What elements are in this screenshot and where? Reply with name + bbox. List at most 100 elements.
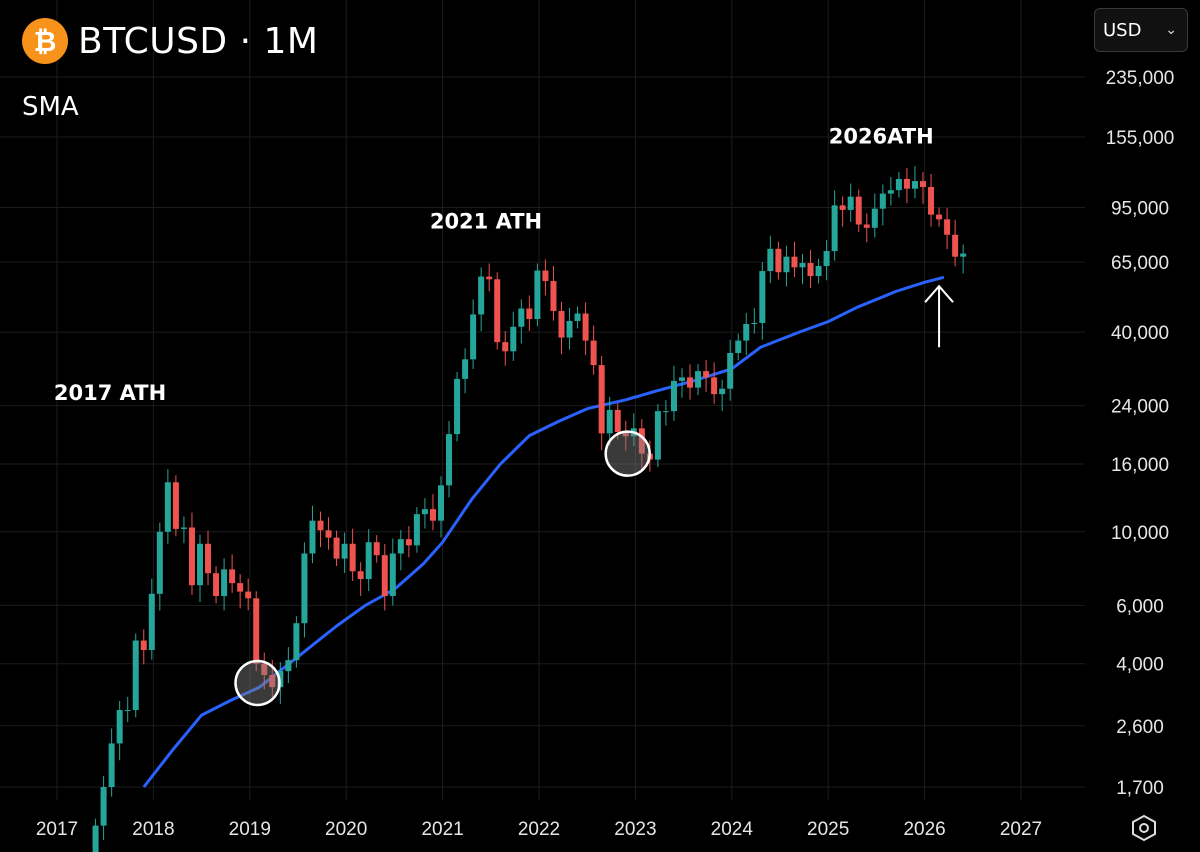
candle-body bbox=[261, 663, 268, 675]
time-tick-label: 2024 bbox=[711, 819, 754, 840]
candle-body bbox=[919, 181, 926, 188]
candle bbox=[823, 239, 830, 281]
candle bbox=[727, 339, 734, 401]
time-tick-label: 2021 bbox=[421, 819, 463, 840]
candle bbox=[140, 629, 147, 665]
candle-body bbox=[574, 313, 581, 321]
candle bbox=[124, 696, 131, 723]
candle-body bbox=[100, 787, 107, 826]
price-tick-label: 6,000 bbox=[1116, 596, 1164, 617]
candle-body bbox=[895, 178, 902, 191]
time-axis[interactable]: 2017 2018 2019 2020 2021 2022 2023 2024 2025 2026… bbox=[36, 819, 1042, 840]
candle bbox=[799, 253, 806, 285]
candle bbox=[518, 299, 525, 344]
candle bbox=[783, 245, 790, 287]
candle bbox=[606, 396, 613, 446]
candle bbox=[357, 562, 364, 596]
candle bbox=[670, 365, 677, 421]
candle bbox=[156, 522, 163, 611]
candle bbox=[703, 360, 710, 392]
candle-body bbox=[221, 569, 228, 597]
candle bbox=[871, 193, 878, 238]
indicator-label[interactable]: SMA bbox=[22, 92, 79, 122]
candle bbox=[919, 172, 926, 204]
candle bbox=[100, 775, 107, 841]
candle bbox=[759, 261, 766, 340]
candle bbox=[550, 266, 557, 321]
candle-body bbox=[285, 660, 292, 672]
candle-body bbox=[510, 326, 517, 352]
candle-body bbox=[405, 539, 412, 546]
gear-hex-icon[interactable] bbox=[1128, 812, 1160, 844]
circle-marker bbox=[234, 659, 281, 707]
candle-body bbox=[502, 342, 509, 352]
candle-body bbox=[952, 234, 959, 257]
candle bbox=[341, 532, 348, 573]
candle bbox=[903, 167, 910, 204]
candle bbox=[775, 241, 782, 280]
candle bbox=[735, 333, 742, 361]
candle bbox=[293, 616, 300, 668]
candle-body bbox=[357, 571, 364, 580]
candle-body bbox=[960, 253, 967, 257]
candle-body bbox=[301, 553, 308, 624]
chart-grid bbox=[0, 0, 1085, 800]
candle-body bbox=[526, 308, 533, 319]
time-tick-label: 2019 bbox=[229, 819, 271, 840]
candle-body bbox=[839, 205, 846, 210]
candle bbox=[807, 249, 814, 289]
candle bbox=[478, 267, 485, 332]
candle-body bbox=[743, 324, 750, 341]
candle-body bbox=[566, 320, 573, 338]
candle-body bbox=[156, 531, 163, 594]
candle bbox=[911, 166, 918, 199]
candle bbox=[719, 379, 726, 411]
candle-body bbox=[670, 380, 677, 412]
candle bbox=[598, 356, 605, 451]
candle-body bbox=[879, 193, 886, 209]
price-tick-label: 16,000 bbox=[1111, 455, 1169, 476]
candle bbox=[678, 368, 685, 398]
candle-body bbox=[534, 270, 541, 319]
candle-body bbox=[590, 340, 597, 366]
candle-body bbox=[478, 276, 485, 315]
price-axis[interactable]: 235,000 155,000 95,000 65,000 40,000 24,000 16… bbox=[1106, 68, 1175, 799]
candle bbox=[542, 259, 549, 296]
candle bbox=[590, 325, 597, 375]
candle bbox=[622, 420, 629, 451]
candle bbox=[132, 633, 139, 718]
ath-annotation: 2026ATH bbox=[829, 125, 934, 149]
candle bbox=[317, 511, 324, 548]
candle-body bbox=[703, 371, 710, 378]
candle bbox=[638, 419, 645, 471]
candle-body bbox=[317, 520, 324, 531]
candle bbox=[389, 538, 396, 606]
time-tick-label: 2022 bbox=[518, 819, 560, 840]
candle bbox=[245, 578, 252, 611]
candle bbox=[108, 728, 115, 797]
candle-body bbox=[365, 542, 372, 580]
candle bbox=[381, 544, 388, 611]
candle bbox=[831, 190, 838, 261]
candle bbox=[936, 207, 943, 227]
currency-select[interactable]: USD ⌄ bbox=[1094, 8, 1188, 52]
candle bbox=[494, 272, 501, 350]
circle-marker bbox=[604, 430, 651, 477]
candle bbox=[863, 213, 870, 243]
candle-body bbox=[622, 431, 629, 437]
candle-body bbox=[205, 543, 212, 574]
candle bbox=[333, 530, 340, 566]
candle bbox=[437, 476, 444, 538]
candle-body bbox=[751, 322, 758, 325]
candle bbox=[309, 505, 316, 564]
candle-body bbox=[349, 543, 356, 572]
time-tick-label: 2018 bbox=[132, 819, 174, 840]
candle bbox=[855, 189, 862, 232]
candle bbox=[397, 530, 404, 571]
candle-body bbox=[775, 248, 782, 273]
candle bbox=[421, 498, 428, 529]
symbol-title[interactable]: BTCUSD · 1M bbox=[78, 20, 319, 62]
candle-body bbox=[132, 640, 139, 711]
candle-body bbox=[719, 388, 726, 395]
